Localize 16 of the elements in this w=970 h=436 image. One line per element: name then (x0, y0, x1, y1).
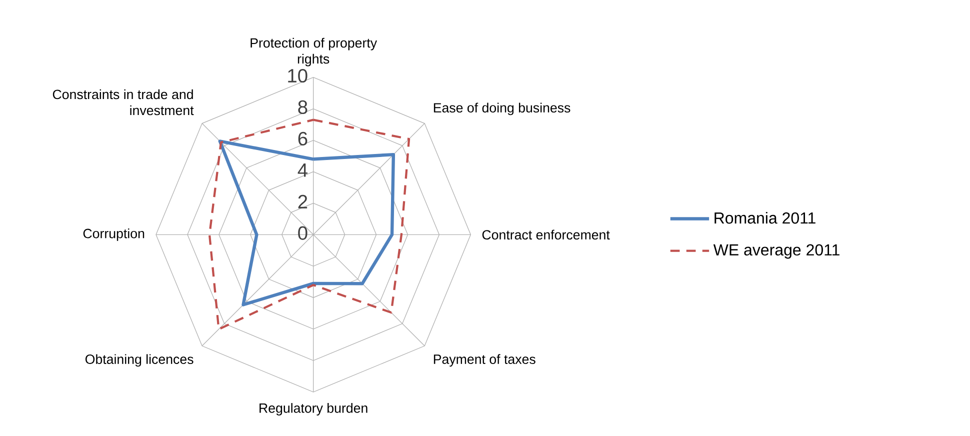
spoke-label: Obtaining licences (85, 354, 194, 367)
spoke-label: Protection of property rights (250, 38, 378, 66)
legend-label: Romania 2011 (714, 212, 816, 224)
y-tick-label: 8 (298, 100, 308, 114)
y-tick-label: 4 (298, 164, 308, 177)
y-tick-label: 6 (298, 132, 308, 146)
spoke-label: Constraints in trade and investment (52, 89, 194, 116)
spoke-label: Contract enforcement (482, 230, 610, 240)
spoke-label: Payment of taxes (434, 354, 536, 367)
y-tick-label: 2 (298, 194, 308, 208)
y-tick-label: 10 (288, 68, 308, 83)
legend-label: WE average 2011 (713, 244, 840, 259)
y-tick-label: 0 (298, 226, 308, 240)
spoke-label: Corruption (83, 228, 144, 241)
spoke-label: Ease of doing business (434, 102, 570, 116)
spoke-label: Regulatory burden (260, 403, 368, 416)
